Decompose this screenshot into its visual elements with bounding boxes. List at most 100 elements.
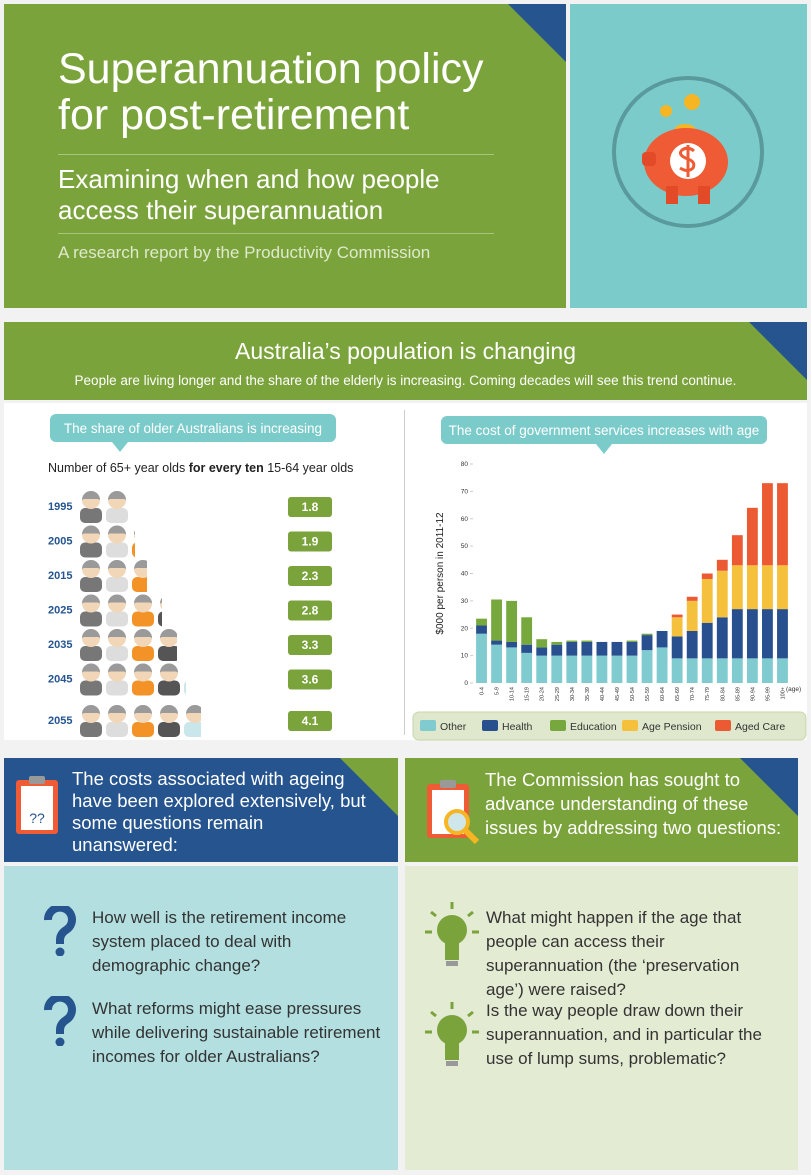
bar-segment bbox=[476, 633, 487, 683]
shirt bbox=[158, 508, 180, 523]
head bbox=[160, 560, 178, 578]
callout-pointer bbox=[112, 442, 128, 452]
question-icon bbox=[44, 906, 76, 956]
bar-segment bbox=[746, 658, 758, 683]
hair bbox=[186, 595, 204, 604]
hair bbox=[82, 705, 100, 714]
legend-box bbox=[412, 711, 807, 741]
y-tick-label: 80 bbox=[461, 461, 469, 468]
hair bbox=[160, 560, 178, 569]
shirt bbox=[106, 611, 128, 627]
value-badge bbox=[288, 600, 332, 621]
bar-segment bbox=[731, 609, 743, 659]
shirt bbox=[80, 722, 102, 737]
bar-segment bbox=[641, 650, 653, 683]
hair bbox=[82, 594, 100, 604]
bar-segment bbox=[701, 578, 713, 623]
x-tick-label: 10-14 bbox=[510, 687, 516, 701]
piggy-panel bbox=[570, 4, 807, 308]
people bbox=[80, 629, 177, 661]
value-badge bbox=[288, 711, 332, 731]
x-tick-label: 70-74 bbox=[690, 687, 696, 701]
bar-segment bbox=[671, 636, 683, 659]
head bbox=[186, 560, 204, 578]
bar-segment bbox=[701, 658, 713, 683]
leg bbox=[698, 186, 710, 204]
bar-segment bbox=[536, 647, 548, 656]
year-label: 2055 bbox=[48, 715, 72, 727]
head bbox=[186, 491, 204, 509]
question-icon bbox=[44, 996, 76, 1046]
bulb-icon bbox=[425, 1002, 479, 1066]
shirt bbox=[158, 680, 180, 696]
bulb-icon bbox=[425, 902, 479, 966]
clipboard-icon: ?? bbox=[16, 776, 58, 834]
bar-segment bbox=[777, 483, 788, 566]
bar-segment bbox=[686, 658, 698, 683]
x-tick-label: 45-49 bbox=[615, 687, 621, 701]
bar-segment bbox=[671, 614, 683, 618]
value-badge bbox=[288, 566, 332, 586]
shirt bbox=[106, 577, 128, 592]
people bbox=[80, 663, 186, 696]
people bbox=[80, 594, 206, 627]
commission-panel: What might happen if the age that people… bbox=[405, 866, 798, 1170]
bar-segment bbox=[566, 655, 578, 683]
bar-segment bbox=[581, 655, 593, 683]
bar-segment bbox=[491, 640, 502, 645]
shirt bbox=[184, 543, 206, 558]
hair bbox=[108, 525, 126, 535]
value-badge bbox=[288, 531, 332, 552]
bar-segment bbox=[491, 599, 502, 641]
y-tick-label: 0 bbox=[464, 680, 468, 687]
corner bbox=[508, 4, 566, 62]
hair bbox=[134, 491, 152, 500]
shirt bbox=[132, 646, 154, 661]
people bbox=[80, 705, 201, 737]
x-tick-label: 50-54 bbox=[630, 687, 636, 701]
head bbox=[186, 526, 204, 544]
section-title: Australia’s population is changing bbox=[235, 338, 576, 364]
x-tick-label: 20-24 bbox=[540, 687, 546, 701]
shirt bbox=[132, 680, 154, 696]
value-label: 4.1 bbox=[302, 714, 319, 728]
bar-segment bbox=[716, 617, 728, 659]
bar-segment bbox=[506, 647, 518, 683]
callout-text: The cost of government services increase… bbox=[449, 423, 760, 438]
bar-segment bbox=[536, 639, 548, 648]
bar-segment bbox=[506, 641, 518, 648]
bar-segment bbox=[777, 565, 788, 610]
legend-label: Health bbox=[502, 721, 533, 733]
people bbox=[80, 525, 206, 558]
population-banner: Australia’s population is changing Peopl… bbox=[4, 322, 807, 400]
coin bbox=[684, 94, 700, 110]
corner bbox=[740, 758, 798, 816]
bar-segment bbox=[596, 641, 608, 656]
hair bbox=[82, 560, 100, 569]
legend-swatch bbox=[420, 720, 436, 731]
bar-segment bbox=[671, 617, 683, 637]
x-tick-label: 90-94 bbox=[750, 687, 756, 701]
title: Superannuation policy for post-retiremen… bbox=[58, 45, 484, 139]
bar-segment bbox=[476, 625, 487, 634]
year-label: 2045 bbox=[48, 674, 72, 686]
shirt bbox=[132, 577, 147, 592]
bar-segment bbox=[596, 655, 608, 683]
bar-segment bbox=[566, 640, 578, 642]
legend-label: Other bbox=[440, 721, 467, 733]
shirt bbox=[106, 680, 128, 696]
heading: The costs associated with ageing have be… bbox=[72, 768, 366, 855]
callout-text: The share of older Australians is increa… bbox=[64, 421, 322, 436]
value-label: 2.8 bbox=[302, 604, 319, 618]
note-bold: for every ten bbox=[188, 461, 264, 475]
hair bbox=[134, 594, 152, 604]
bar-segment bbox=[762, 658, 773, 683]
hair bbox=[134, 560, 147, 569]
bar-segment bbox=[626, 640, 638, 642]
note: 15-64 year olds bbox=[267, 461, 354, 475]
shirt bbox=[158, 722, 180, 737]
year-label: 2005 bbox=[48, 536, 72, 548]
x-tick-label: 85-89 bbox=[735, 687, 741, 701]
shirt bbox=[184, 612, 206, 627]
bar-segment bbox=[762, 483, 773, 566]
